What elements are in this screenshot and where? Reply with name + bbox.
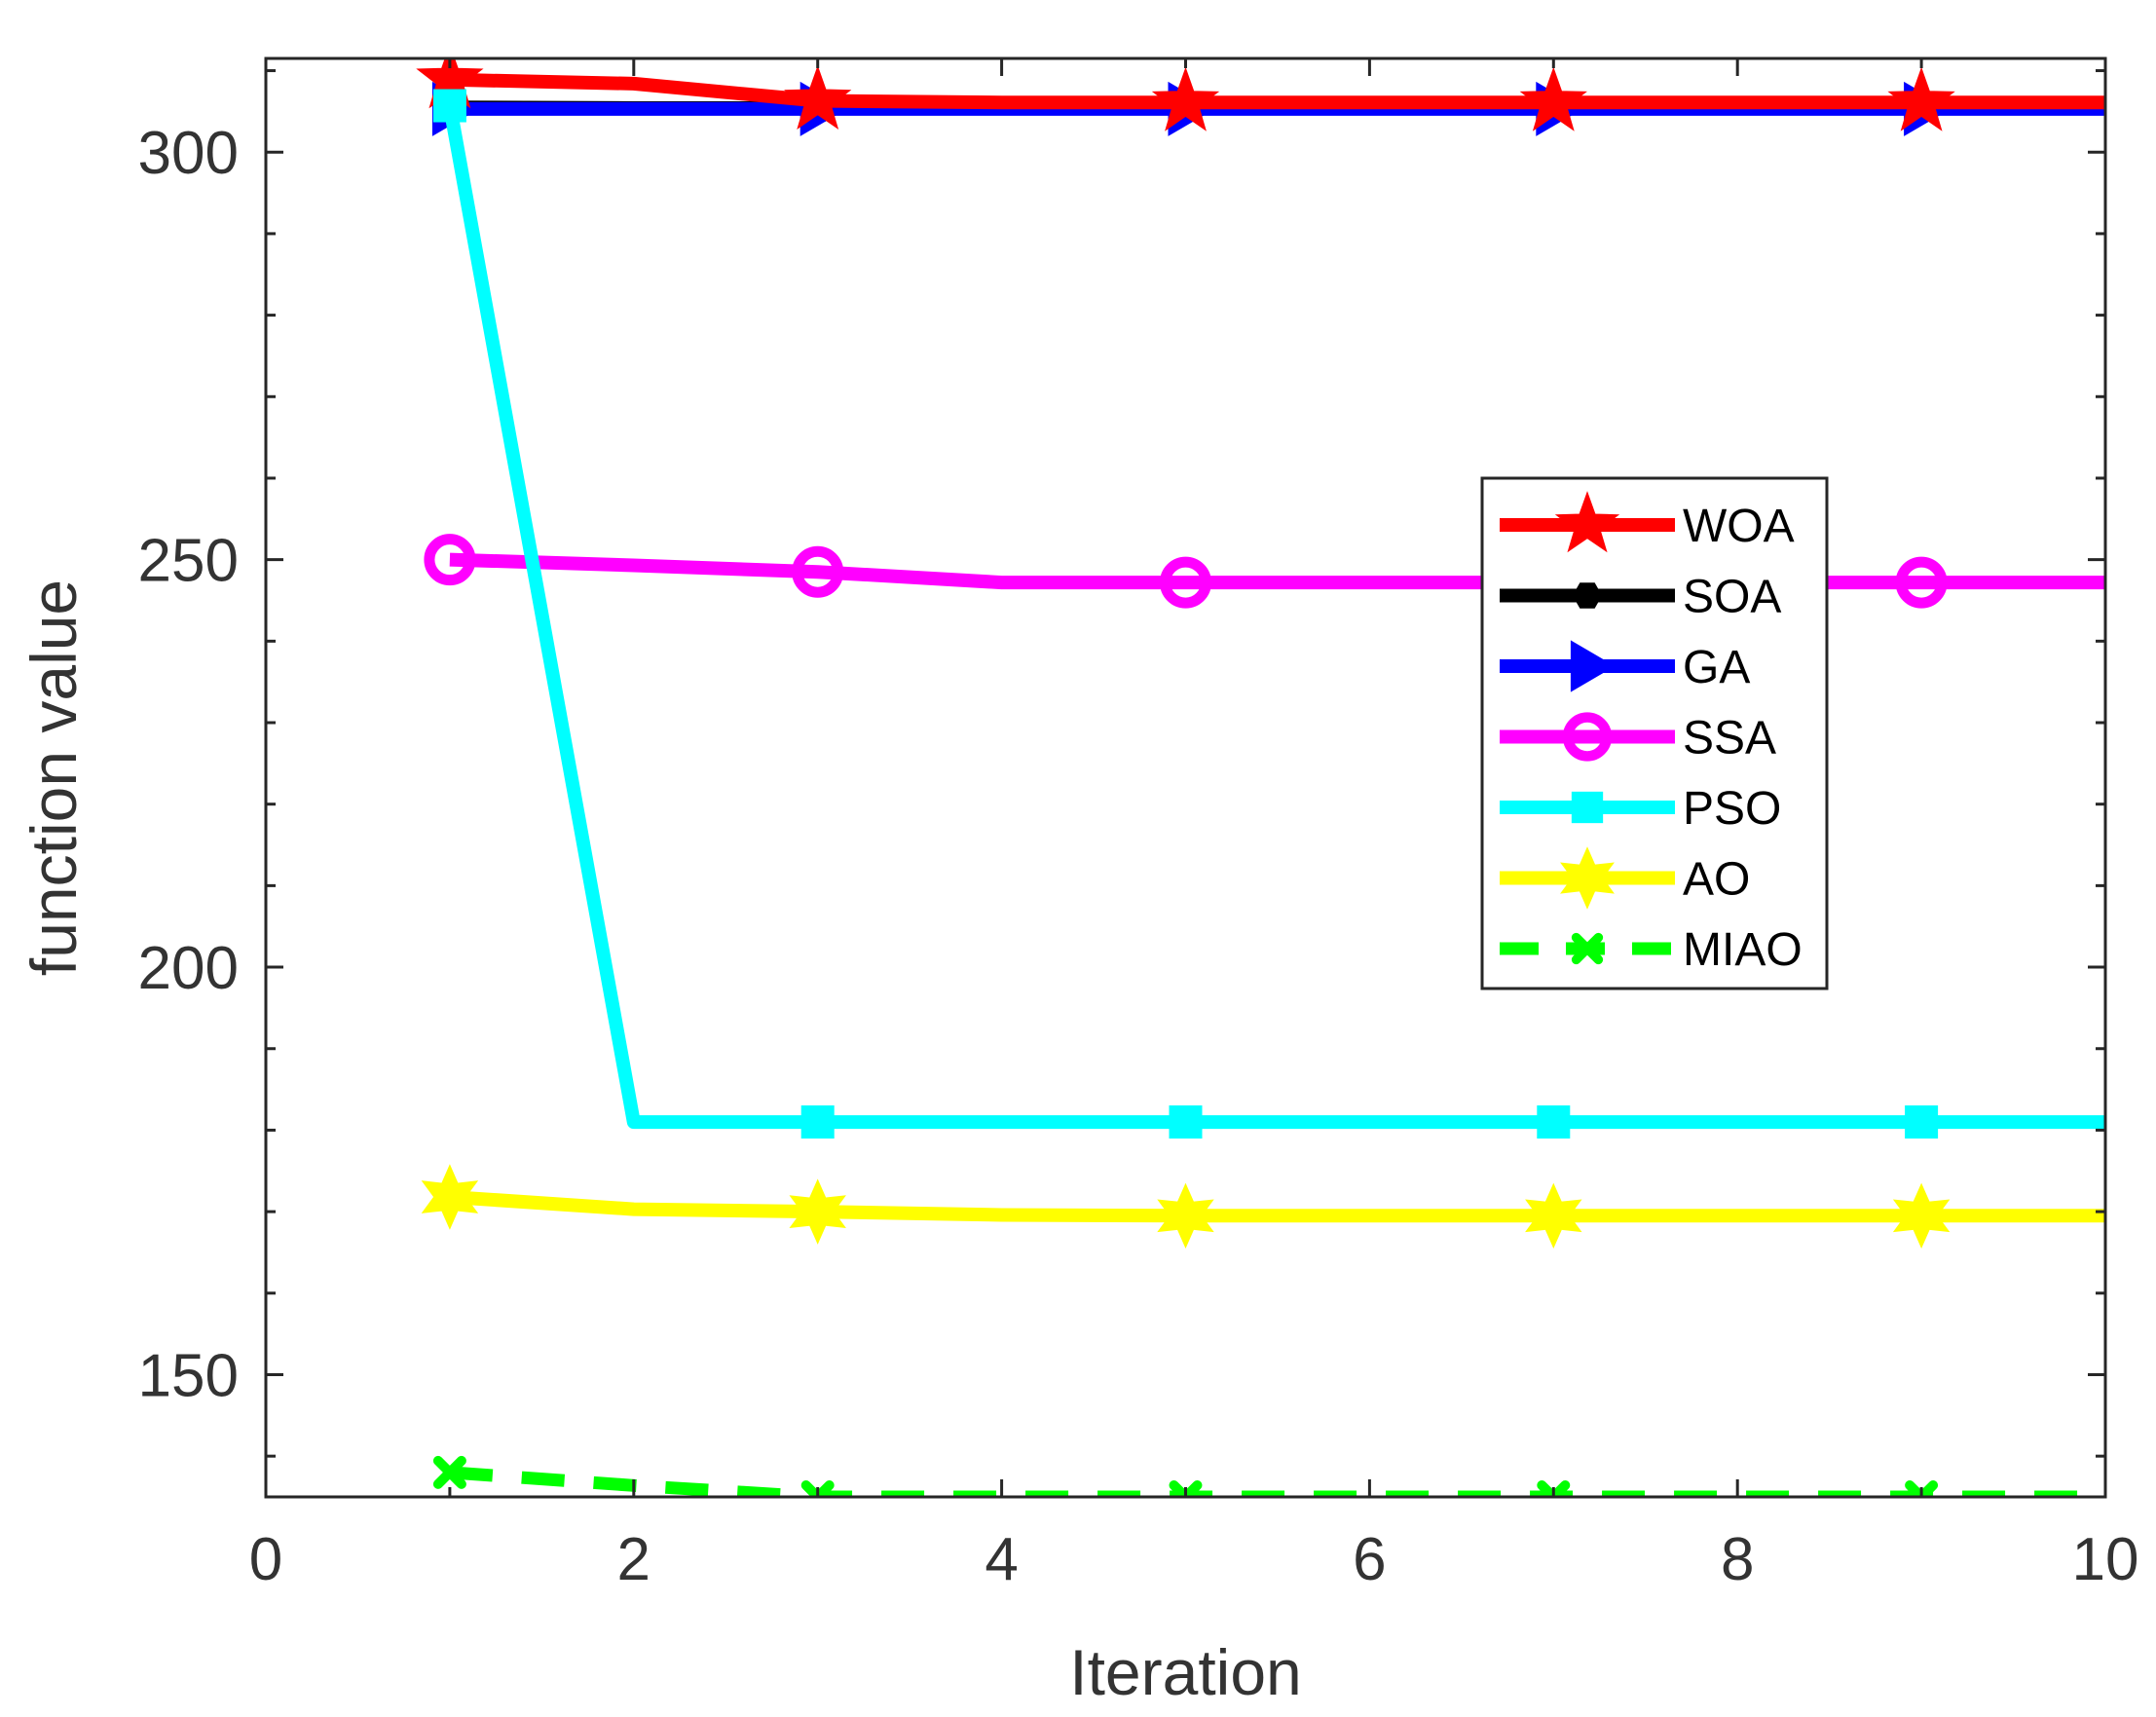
marker-miao-3 bbox=[800, 1480, 835, 1497]
series-line-ssa bbox=[449, 552, 2105, 590]
marker-woa-9 bbox=[1887, 66, 1955, 131]
legend-item-ssa: SSA bbox=[1500, 712, 1776, 765]
legend-label-pso: PSO bbox=[1683, 783, 1781, 835]
series-pso bbox=[432, 89, 2105, 1139]
y-tick-label-300: 300 bbox=[138, 120, 239, 187]
marker-woa-7 bbox=[1519, 66, 1587, 131]
marker-ao-1 bbox=[421, 1164, 479, 1230]
series-line-woa bbox=[449, 72, 2105, 110]
marker-ao-7 bbox=[1525, 1182, 1582, 1250]
marker-ao-5 bbox=[1157, 1182, 1214, 1250]
y-tick-label-200: 200 bbox=[138, 935, 239, 1002]
x-tick-label-4: 4 bbox=[985, 1526, 1018, 1593]
legend-marker-ssa bbox=[1562, 712, 1613, 762]
legend-item-soa: SOA bbox=[1500, 572, 1781, 623]
legend-item-woa: WOA bbox=[1500, 491, 1795, 553]
series-ao bbox=[421, 1164, 2105, 1250]
legend-label-woa: WOA bbox=[1683, 501, 1795, 552]
marker-pso-7 bbox=[1537, 1105, 1571, 1139]
x-tick-label-0: 0 bbox=[249, 1526, 282, 1593]
x-axis-label: Iteration bbox=[1069, 1636, 1301, 1708]
legend-marker-woa bbox=[1554, 491, 1620, 553]
legend-marker-pso bbox=[1571, 791, 1604, 824]
legend: WOA SOA GA SSA PSO AO MIAO bbox=[1480, 476, 1829, 990]
y-axis-label: function value bbox=[18, 579, 90, 976]
marker-miao-1 bbox=[432, 1455, 466, 1489]
marker-miao-7 bbox=[1537, 1480, 1571, 1497]
legend-item-ao: AO bbox=[1500, 846, 1750, 910]
x-tick-label-6: 6 bbox=[1353, 1526, 1386, 1593]
marker-woa-3 bbox=[784, 64, 852, 131]
marker-pso-1 bbox=[432, 89, 466, 123]
marker-miao-5 bbox=[1169, 1480, 1203, 1497]
y-tick-label-150: 150 bbox=[138, 1342, 239, 1409]
legend-label-miao: MIAO bbox=[1683, 924, 1803, 976]
axes-layer bbox=[264, 56, 2107, 1499]
y-tick-label-250: 250 bbox=[138, 528, 239, 595]
legend-item-ga: GA bbox=[1500, 640, 1750, 693]
series-line-ao bbox=[449, 1190, 2105, 1223]
marker-ao-9 bbox=[1892, 1182, 1951, 1250]
legend-label-ga: GA bbox=[1683, 642, 1750, 693]
legend-marker-ga bbox=[1570, 640, 1616, 692]
series-miao bbox=[432, 1455, 2105, 1497]
legend-label-soa: SOA bbox=[1683, 572, 1781, 623]
legend-item-pso: PSO bbox=[1500, 783, 1781, 835]
marker-pso-3 bbox=[800, 1105, 835, 1139]
legend-marker-soa bbox=[1572, 582, 1603, 609]
marker-pso-9 bbox=[1905, 1105, 1939, 1139]
marker-ao-3 bbox=[789, 1178, 846, 1245]
legend-marker-miao bbox=[1571, 932, 1604, 965]
tick-labels: 0 2 4 6 8 10 150 200 250 300 bbox=[138, 120, 2139, 1593]
legend-label-ssa: SSA bbox=[1683, 713, 1776, 765]
marker-pso-5 bbox=[1169, 1105, 1203, 1139]
x-tick-label-2: 2 bbox=[617, 1526, 651, 1593]
legend-marker-ao bbox=[1560, 846, 1615, 910]
marker-ssa-9 bbox=[1895, 556, 1948, 609]
marker-ssa-5 bbox=[1160, 556, 1211, 609]
marker-ssa-3 bbox=[792, 545, 844, 598]
marker-miao-9 bbox=[1905, 1480, 1939, 1497]
legend-label-ao: AO bbox=[1683, 854, 1750, 906]
x-tick-label-10: 10 bbox=[2072, 1526, 2139, 1593]
x-tick-label-8: 8 bbox=[1721, 1526, 1754, 1593]
marker-woa-5 bbox=[1151, 66, 1220, 131]
series-layer bbox=[416, 58, 2105, 1497]
series-line-pso bbox=[443, 104, 2105, 1130]
legend-item-miao: MIAO bbox=[1500, 924, 1803, 976]
marker-ssa-1 bbox=[424, 534, 476, 586]
